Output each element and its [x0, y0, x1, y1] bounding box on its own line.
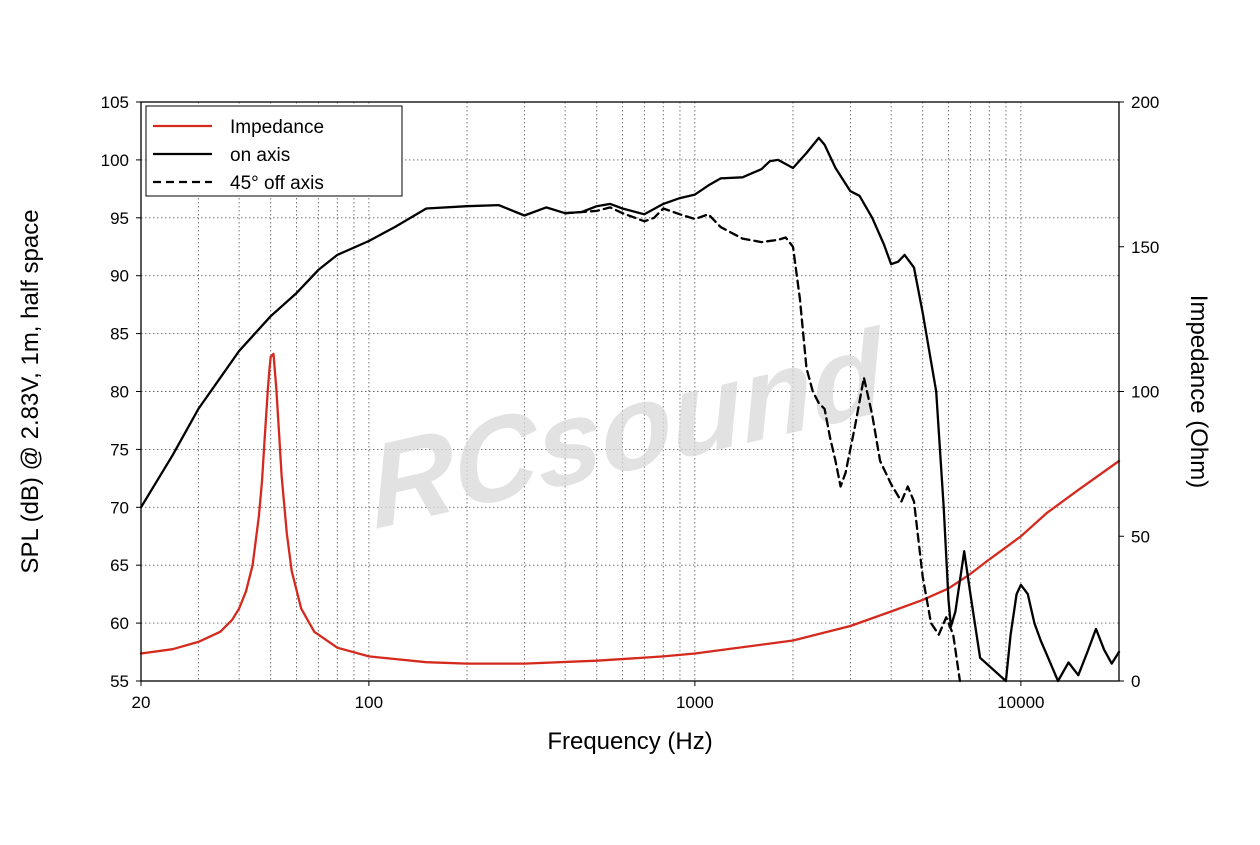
- x-tick-label: 100: [355, 693, 383, 712]
- tick-labels: 20 100 1000 10000 55 60 65 70 75 80 85 90 95 100 105 0 5…: [101, 93, 1160, 712]
- series-line-45-off-axis: [563, 206, 962, 683]
- y-right-tick-label: 200: [1131, 93, 1159, 112]
- x-tick-label: 10000: [997, 693, 1044, 712]
- y-right-tick-label: 100: [1131, 383, 1159, 402]
- legend-box: [145, 105, 403, 197]
- watermark-text: RCsound: [365, 304, 890, 555]
- watermark-logo: RCsound: [365, 304, 890, 555]
- y-left-tick-label: 80: [110, 383, 129, 402]
- y-left-tick-label: 90: [110, 267, 129, 286]
- y-right-tick-label: 50: [1131, 527, 1150, 546]
- y-left-tick-label: 60: [110, 614, 129, 633]
- legend-label-impedance: Impedance: [230, 117, 324, 138]
- y-left-tick-label: 85: [110, 325, 129, 344]
- y-right-tick-label: 150: [1131, 238, 1159, 257]
- y-left-tick-label: 105: [101, 93, 129, 112]
- series-line-impedance: [139, 352, 1121, 665]
- y-left-tick-label: 70: [110, 498, 129, 517]
- y-left-tick-label: 100: [101, 151, 129, 170]
- x-tick-label: 1000: [676, 693, 714, 712]
- y-left-tick-label: 75: [110, 440, 129, 459]
- y-axis-right-title: Impedance (Ohm): [1185, 295, 1212, 488]
- legend-label-45-off-axis: 45° off axis: [230, 173, 324, 194]
- x-axis-title: Frequency (Hz): [547, 728, 712, 755]
- series-lines: [139, 136, 1121, 683]
- y-axis-left-title: SPL (dB) @ 2.83V, 1m, half space: [17, 209, 44, 573]
- x-tick-label: 20: [132, 693, 151, 712]
- series-line-on-axis: [139, 136, 1121, 683]
- legend-label-on-axis: on axis: [230, 145, 290, 166]
- y-left-tick-label: 55: [110, 672, 129, 691]
- y-left-tick-label: 65: [110, 556, 129, 575]
- legend: Impedance on axis 45° off axis: [145, 105, 403, 197]
- y-right-tick-label: 0: [1131, 672, 1140, 691]
- y-left-tick-label: 95: [110, 209, 129, 228]
